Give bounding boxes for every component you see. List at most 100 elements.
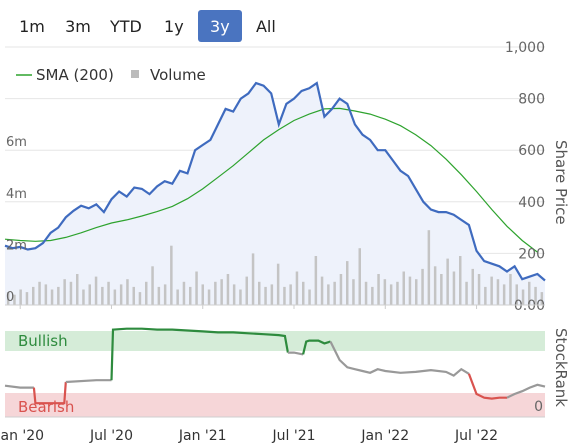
- volume-bar: [314, 256, 318, 305]
- volume-bar: [50, 289, 54, 305]
- volume-bar: [25, 292, 29, 305]
- volume-bar: [119, 284, 123, 305]
- volume-bar: [126, 279, 129, 305]
- stockrank-segment: [65, 379, 112, 384]
- stockrank-segment: [467, 373, 507, 400]
- volume-bar: [346, 261, 349, 305]
- range-button-3y[interactable]: 3y: [197, 10, 242, 42]
- volume-axis-ticks: 6m 4m 2m 0: [6, 135, 27, 305]
- volume-bar: [170, 245, 173, 305]
- volume-bar: [465, 281, 468, 305]
- volume-bar: [364, 281, 368, 305]
- price-axis-title: Share Price: [552, 140, 570, 225]
- volume-bar: [63, 279, 66, 305]
- volume-bar: [371, 286, 374, 305]
- volume-bar: [352, 279, 355, 305]
- x-tick-label: Jul '21: [272, 428, 316, 444]
- volume-bar: [88, 284, 91, 305]
- volume-bar: [151, 266, 154, 305]
- range-selector: 1m 3m YTD 1y 3y All: [10, 10, 290, 42]
- legend-volume-swatch: [131, 70, 139, 78]
- volume-bar: [245, 276, 248, 305]
- rank-tick-label: 0: [534, 399, 543, 415]
- price-tick-label: 1,000: [505, 40, 545, 56]
- stockrank-segment: [110, 327, 289, 381]
- volume-bar: [101, 286, 104, 305]
- volume-bar: [264, 286, 267, 305]
- volume-bar: [534, 286, 537, 305]
- volume-tick-label: 2m: [6, 238, 27, 253]
- volume-bar: [239, 289, 242, 305]
- price-tick-label: 400: [518, 195, 545, 211]
- bearish-label: Bearish: [18, 398, 74, 416]
- volume-bar: [402, 271, 405, 305]
- volume-bar: [6, 292, 10, 305]
- volume-bar: [452, 271, 456, 305]
- volume-bar: [339, 274, 343, 305]
- volume-bar: [19, 289, 22, 305]
- volume-bar: [396, 281, 399, 305]
- volume-bar: [57, 286, 60, 305]
- volume-bar: [327, 284, 330, 305]
- volume-bar: [145, 281, 148, 305]
- volume-bar: [471, 268, 474, 305]
- range-button-1m[interactable]: 1m: [19, 16, 45, 36]
- volume-bar: [176, 289, 179, 305]
- volume-bar: [528, 281, 531, 305]
- volume-bar: [427, 230, 431, 305]
- stockrank-segment: [506, 383, 546, 399]
- price-tick-label: 800: [518, 92, 545, 108]
- volume-bar: [484, 286, 487, 305]
- range-button-all[interactable]: All: [255, 16, 276, 36]
- stockrank-panel: Bullish Bearish 0 StockRank: [4, 327, 570, 418]
- volume-bar: [82, 289, 85, 305]
- x-tick-label: Jan '21: [178, 428, 227, 444]
- price-area-fill: [5, 83, 545, 305]
- volume-bar: [69, 281, 73, 305]
- volume-bar: [251, 253, 255, 305]
- price-axis-ticks: 1,000 800 600 400 200 0.00: [505, 40, 545, 314]
- stockrank-segment: [32, 381, 67, 405]
- volume-bar: [189, 286, 192, 305]
- x-tick-label: Jul '20: [89, 428, 133, 444]
- legend-sma-label: SMA (200): [36, 66, 114, 84]
- bullish-band: [5, 331, 545, 351]
- stockrank-segment: [302, 339, 331, 355]
- volume-bar: [258, 281, 261, 305]
- volume-bar: [308, 289, 311, 305]
- x-tick-label: Jan '22: [360, 428, 409, 444]
- stockrank-segment: [329, 341, 470, 377]
- volume-bar: [107, 281, 110, 305]
- volume-bar: [320, 276, 324, 305]
- volume-bar: [94, 276, 98, 305]
- sma-line: [4, 107, 538, 253]
- price-tick-label: 0.00: [514, 298, 545, 314]
- volume-bar: [446, 258, 449, 305]
- range-button-3m[interactable]: 3m: [65, 16, 91, 36]
- stockrank-axis-title: StockRank: [552, 328, 570, 407]
- bearish-band: [5, 393, 545, 417]
- volume-bar: [113, 289, 117, 305]
- volume-bar: [333, 281, 336, 305]
- volume-bar: [182, 281, 186, 305]
- volume-bar: [490, 276, 493, 305]
- volume-bar: [459, 256, 462, 305]
- price-panel: 1,000 800 600 400 200 0.00 6m 4m 2m 0 Share Pric…: [4, 40, 570, 314]
- volume-bar: [270, 284, 274, 305]
- volume-tick-label: 6m: [6, 135, 27, 150]
- volume-bar: [383, 279, 387, 305]
- range-button-1y[interactable]: 1y: [164, 16, 184, 36]
- volume-bar: [76, 274, 79, 305]
- volume-bar: [13, 294, 16, 305]
- stockrank-segment: [4, 384, 34, 389]
- volume-bar: [440, 274, 443, 305]
- range-button-ytd[interactable]: YTD: [110, 16, 142, 36]
- volume-bar: [521, 289, 525, 305]
- volume-bar: [220, 279, 223, 305]
- volume-bar: [232, 284, 236, 305]
- volume-bar: [138, 292, 142, 305]
- volume-bar: [496, 279, 500, 305]
- volume-bar: [389, 284, 393, 305]
- volume-bar: [157, 286, 161, 305]
